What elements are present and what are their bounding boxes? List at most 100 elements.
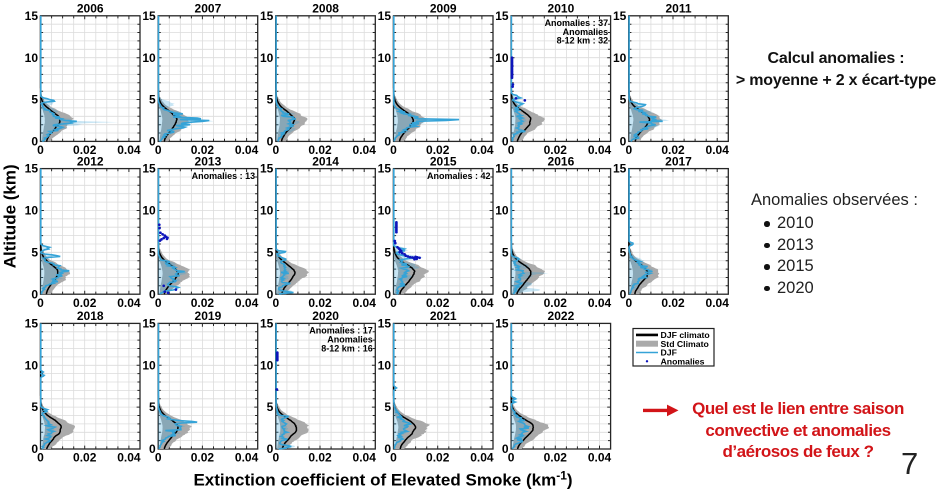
svg-text:10: 10 (495, 358, 509, 372)
svg-text:15: 15 (495, 9, 509, 23)
svg-text:15: 15 (260, 9, 274, 23)
svg-text:Anomalies : 13: Anomalies : 13 (192, 171, 256, 181)
svg-text:Anomalies: Anomalies (327, 335, 373, 345)
svg-text:0.02: 0.02 (191, 451, 215, 465)
svg-text:5: 5 (31, 400, 38, 414)
svg-text:5: 5 (31, 93, 38, 107)
svg-text:5: 5 (149, 245, 156, 259)
svg-text:15: 15 (613, 162, 627, 176)
svg-text:0: 0 (390, 451, 397, 465)
svg-text:10: 10 (378, 358, 392, 372)
svg-text:Anomalies : 17: Anomalies : 17 (309, 326, 373, 336)
svg-text:10: 10 (25, 51, 39, 65)
svg-text:Anomalies: Anomalies (563, 27, 609, 37)
svg-text:2006: 2006 (77, 2, 104, 16)
svg-text:0: 0 (620, 287, 627, 301)
svg-text:5: 5 (384, 245, 391, 259)
svg-text:10: 10 (613, 51, 627, 65)
svg-text:0.04: 0.04 (588, 143, 612, 157)
svg-text:0.02: 0.02 (308, 143, 332, 157)
svg-text:5: 5 (384, 93, 391, 107)
svg-text:0.02: 0.02 (73, 451, 97, 465)
svg-text:10: 10 (25, 204, 39, 218)
svg-text:0: 0 (267, 135, 274, 149)
svg-text:2014: 2014 (312, 154, 339, 168)
svg-text:0: 0 (625, 296, 632, 310)
svg-text:2015: 2015 (430, 154, 457, 168)
svg-text:0.02: 0.02 (661, 296, 685, 310)
svg-text:0: 0 (384, 287, 391, 301)
svg-text:0.02: 0.02 (426, 451, 450, 465)
svg-text:DJF: DJF (661, 348, 677, 358)
svg-text:0.04: 0.04 (117, 451, 141, 465)
svg-text:0: 0 (272, 143, 279, 157)
svg-text:5: 5 (267, 400, 274, 414)
svg-text:0: 0 (37, 296, 44, 310)
svg-text:Std Climato: Std Climato (661, 339, 709, 349)
svg-text:0.04: 0.04 (353, 296, 377, 310)
svg-text:5: 5 (620, 93, 627, 107)
svg-text:5: 5 (502, 400, 509, 414)
svg-text:0: 0 (390, 143, 397, 157)
svg-text:0.04: 0.04 (706, 143, 730, 157)
svg-text:0.02: 0.02 (308, 296, 332, 310)
svg-text:2016: 2016 (548, 154, 575, 168)
svg-text:10: 10 (142, 51, 156, 65)
svg-text:2011: 2011 (665, 2, 691, 16)
svg-text:0.02: 0.02 (191, 143, 215, 157)
svg-text:0: 0 (620, 135, 627, 149)
svg-text:0: 0 (267, 442, 274, 456)
svg-text:2022: 2022 (548, 309, 575, 323)
svg-text:15: 15 (613, 9, 627, 23)
svg-text:Anomalies: Anomalies (661, 356, 705, 366)
svg-text:10: 10 (142, 204, 156, 218)
svg-text:15: 15 (142, 317, 156, 331)
svg-text:0.04: 0.04 (235, 143, 259, 157)
svg-text:0: 0 (31, 442, 38, 456)
svg-text:5: 5 (502, 245, 509, 259)
svg-text:0.02: 0.02 (73, 296, 97, 310)
svg-text:0: 0 (272, 451, 279, 465)
svg-text:10: 10 (378, 204, 392, 218)
svg-text:15: 15 (495, 317, 509, 331)
svg-text:0.02: 0.02 (544, 296, 568, 310)
svg-text:5: 5 (267, 93, 274, 107)
svg-text:5: 5 (31, 245, 38, 259)
svg-text:10: 10 (495, 204, 509, 218)
svg-text:0.04: 0.04 (235, 451, 259, 465)
svg-text:0.02: 0.02 (73, 143, 97, 157)
svg-text:0: 0 (508, 143, 515, 157)
svg-text:2012: 2012 (77, 154, 104, 168)
svg-text:0: 0 (37, 143, 44, 157)
svg-text:15: 15 (260, 162, 274, 176)
svg-text:8-12 km : 16: 8-12 km : 16 (321, 343, 373, 353)
svg-text:8-12 km : 32: 8-12 km : 32 (557, 36, 609, 46)
svg-text:0.04: 0.04 (588, 451, 612, 465)
svg-text:0: 0 (384, 442, 391, 456)
svg-text:2018: 2018 (77, 309, 104, 323)
svg-text:0: 0 (31, 287, 38, 301)
svg-text:0.04: 0.04 (117, 143, 141, 157)
svg-text:Altitude (km): Altitude (km) (1, 164, 20, 268)
svg-text:15: 15 (378, 9, 392, 23)
svg-text:0.02: 0.02 (308, 451, 332, 465)
svg-text:0.02: 0.02 (661, 143, 685, 157)
svg-text:2019: 2019 (195, 309, 222, 323)
svg-text:0: 0 (625, 143, 632, 157)
svg-text:2008: 2008 (312, 2, 339, 16)
svg-text:0.02: 0.02 (191, 296, 215, 310)
svg-text:0: 0 (149, 135, 156, 149)
svg-text:15: 15 (260, 317, 274, 331)
svg-text:10: 10 (613, 204, 627, 218)
svg-text:5: 5 (502, 93, 509, 107)
svg-text:0: 0 (155, 143, 162, 157)
svg-text:0.02: 0.02 (426, 296, 450, 310)
svg-text:2013: 2013 (195, 154, 222, 168)
svg-text:15: 15 (25, 162, 39, 176)
svg-text:0.02: 0.02 (544, 143, 568, 157)
svg-text:0: 0 (502, 442, 509, 456)
svg-text:5: 5 (267, 245, 274, 259)
svg-text:0.04: 0.04 (353, 451, 377, 465)
svg-text:2010: 2010 (548, 2, 575, 16)
svg-text:0: 0 (508, 296, 515, 310)
